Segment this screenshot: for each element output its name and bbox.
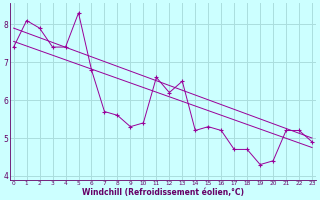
X-axis label: Windchill (Refroidissement éolien,°C): Windchill (Refroidissement éolien,°C): [82, 188, 244, 197]
